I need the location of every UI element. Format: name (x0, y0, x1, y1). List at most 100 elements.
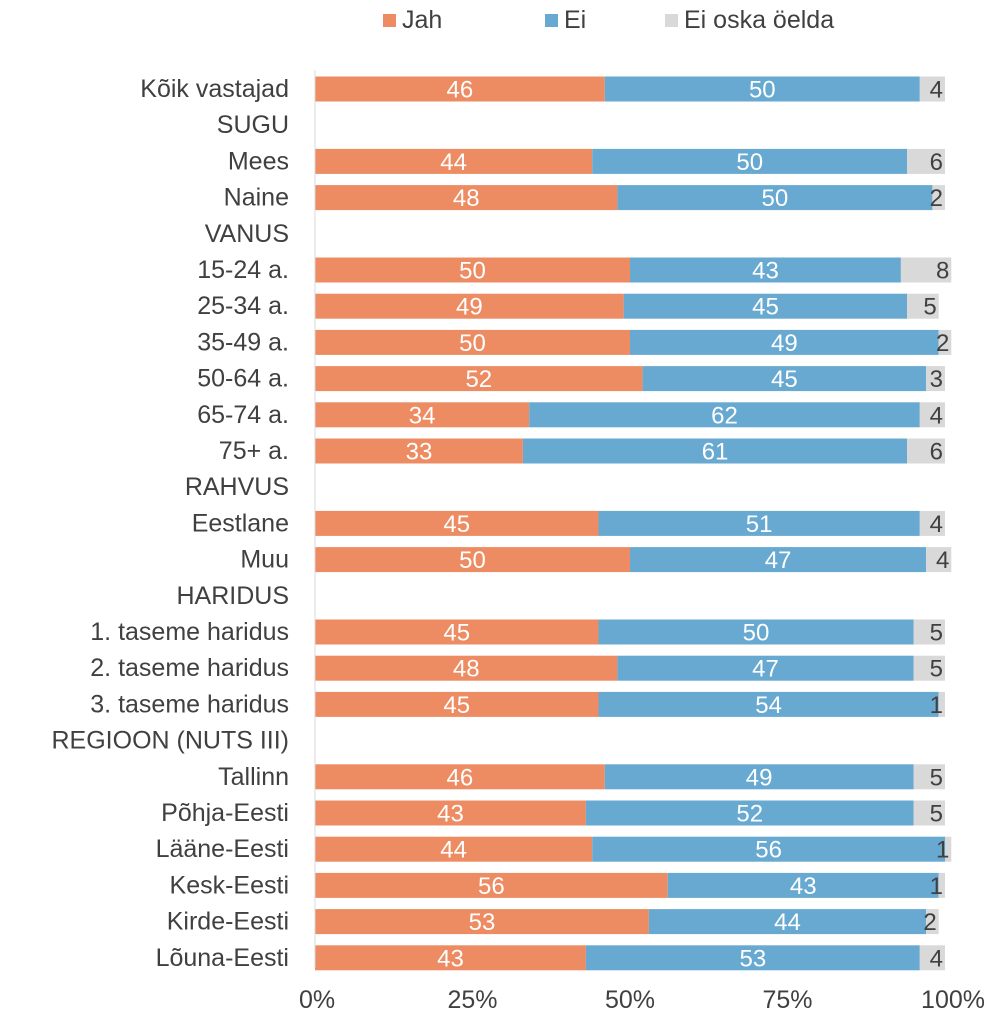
bar-segment (623, 293, 908, 319)
data-label: 50 (762, 185, 789, 212)
bar-segment (642, 366, 927, 392)
category-label: VANUS (205, 220, 289, 248)
legend-swatch-jah (383, 14, 396, 27)
category-label: Naine (224, 184, 289, 212)
data-label: 44 (440, 149, 467, 176)
data-label: 45 (443, 692, 470, 719)
bar-segment (938, 329, 952, 355)
bar-segment (315, 510, 599, 536)
bar-segment (907, 438, 945, 464)
category-label: Kirde-Eesti (167, 908, 289, 936)
data-label: 43 (437, 945, 464, 972)
x-tick-label: 50% (605, 986, 655, 1014)
category-label: HARIDUS (176, 582, 289, 610)
bar-segment (315, 402, 530, 428)
data-label: 53 (469, 909, 496, 936)
bar-segment (938, 872, 945, 898)
bar-segment (315, 836, 593, 862)
bar-segment (598, 619, 914, 645)
legend-label-ei-oska-oelda: Ei oska öelda (684, 6, 835, 34)
bar-segment (913, 655, 945, 681)
bar-segment (315, 764, 605, 790)
bar-segment (907, 148, 945, 174)
data-label: 8 (936, 258, 949, 285)
bar-segment (919, 945, 945, 971)
data-label: 46 (447, 77, 474, 104)
legend-label-ei: Ei (564, 6, 587, 34)
data-label: 48 (453, 656, 480, 683)
bar-segment (648, 909, 927, 935)
bar-segment (315, 619, 599, 645)
category-label: Tallinn (218, 763, 289, 791)
data-label: 49 (746, 764, 773, 791)
category-label: 3. taseme haridus (90, 690, 289, 718)
bar-segment (945, 836, 952, 862)
data-label: 5 (923, 294, 936, 321)
data-label: 1 (930, 873, 943, 900)
bar-segment (630, 329, 939, 355)
bar-segment (585, 800, 914, 826)
bar-segment (315, 257, 630, 283)
data-label: 5 (930, 656, 943, 683)
data-label: 45 (771, 366, 798, 393)
bar-segment (529, 402, 920, 428)
data-label: 3 (930, 366, 943, 393)
bar-segment (315, 293, 624, 319)
data-label: 4 (930, 945, 943, 972)
bar-segment (598, 691, 939, 717)
data-label: 6 (930, 149, 943, 176)
bar-segment (913, 619, 945, 645)
data-label: 43 (752, 258, 779, 285)
category-label: 50-64 a. (197, 365, 289, 393)
data-label: 49 (456, 294, 483, 321)
category-label: 15-24 a. (197, 256, 289, 284)
category-label: 35-49 a. (197, 328, 289, 356)
bar-segment (598, 510, 920, 536)
bar-segment (938, 691, 945, 717)
data-label: 51 (746, 511, 773, 538)
bar-segment (315, 366, 643, 392)
data-label: 47 (765, 547, 792, 574)
x-tick-label: 75% (762, 986, 812, 1014)
category-label: Mees (228, 147, 289, 175)
data-label: 61 (702, 439, 729, 466)
data-label: 5 (930, 620, 943, 647)
bar-segment (630, 547, 927, 573)
bar-segment (315, 329, 630, 355)
data-label: 2 (923, 909, 936, 936)
data-label: 49 (771, 330, 798, 357)
data-label: 52 (465, 366, 492, 393)
data-label: 52 (736, 801, 763, 828)
bar-segment (592, 836, 945, 862)
category-label: 1. taseme haridus (90, 618, 289, 646)
data-label: 45 (443, 620, 470, 647)
data-label: 44 (440, 837, 467, 864)
data-label: 1 (930, 692, 943, 719)
bar-segment (919, 402, 945, 428)
bar-segment (667, 872, 939, 898)
legend-swatch-ei-oska-oelda (665, 14, 678, 27)
bar-segment (604, 764, 914, 790)
data-label: 4 (930, 77, 943, 104)
category-label: SUGU (217, 111, 289, 139)
bar-segment (617, 655, 914, 681)
bar-segment (604, 76, 920, 102)
data-label: 50 (743, 620, 770, 647)
bar-segment (315, 76, 605, 102)
bar-segment (315, 872, 668, 898)
data-label: 43 (437, 801, 464, 828)
legend-item-ei: Ei (545, 6, 586, 35)
bar-segment (522, 438, 908, 464)
data-label: 4 (930, 511, 943, 538)
bar-segment (919, 76, 945, 102)
data-label: 62 (711, 402, 738, 429)
data-label: 50 (459, 330, 486, 357)
data-label: 1 (936, 837, 949, 864)
x-tick-label: 25% (447, 986, 497, 1014)
data-label: 46 (447, 764, 474, 791)
data-label: 34 (409, 402, 436, 429)
data-label: 43 (790, 873, 817, 900)
data-label: 5 (930, 764, 943, 791)
data-label: 2 (930, 185, 943, 212)
category-label: Lõuna-Eesti (156, 944, 289, 972)
